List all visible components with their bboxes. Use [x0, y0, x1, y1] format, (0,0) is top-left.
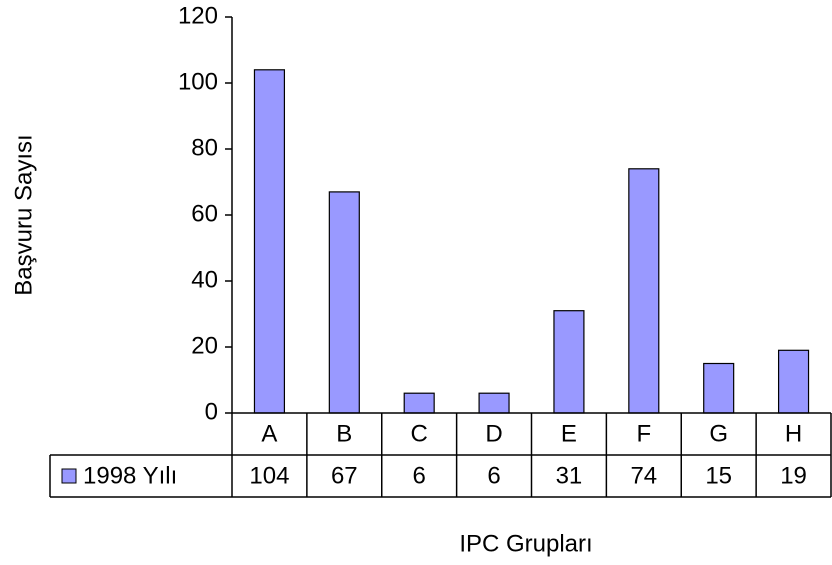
table-value: 6 — [413, 462, 426, 489]
y-tick-label: 0 — [205, 398, 218, 425]
x-tick-label: A — [261, 420, 277, 447]
table-value: 67 — [331, 462, 358, 489]
legend-label: 1998 Yılı — [83, 462, 177, 489]
bar — [777, 349, 810, 414]
x-tick-label: D — [485, 420, 502, 447]
y-tick-label: 80 — [191, 134, 218, 161]
table-value: 15 — [705, 462, 732, 489]
bar — [553, 310, 585, 414]
legend-swatch — [61, 468, 77, 484]
table-value: 104 — [249, 462, 289, 489]
x-tick-label: G — [709, 420, 728, 447]
y-tick-label: 100 — [178, 68, 218, 95]
y-tick-label: 40 — [191, 266, 218, 293]
x-tick-label: E — [561, 420, 577, 447]
x-tick-label: C — [411, 420, 428, 447]
x-axis-label: IPC Grupları — [459, 530, 592, 557]
bar — [628, 168, 660, 414]
table-value: 74 — [630, 462, 657, 489]
bar — [403, 392, 435, 414]
y-axis-label: Başvuru Sayısı — [10, 134, 37, 295]
x-tick-label: H — [785, 420, 802, 447]
bar — [253, 69, 286, 414]
bar — [478, 392, 510, 414]
bar — [703, 362, 735, 414]
y-tick-label: 20 — [191, 332, 218, 359]
table-value: 19 — [780, 462, 807, 489]
x-tick-label: F — [636, 420, 651, 447]
y-tick-label: 60 — [191, 200, 218, 227]
bar — [328, 191, 360, 414]
table-value: 6 — [487, 462, 500, 489]
table-value: 31 — [556, 462, 583, 489]
x-tick-label: B — [336, 420, 352, 447]
y-tick-label: 120 — [178, 2, 218, 29]
